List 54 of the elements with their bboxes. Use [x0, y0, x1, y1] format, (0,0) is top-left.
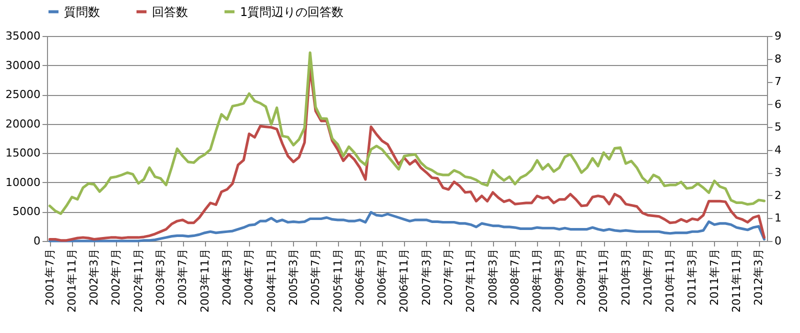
x-tick-label: 2008年7月 [508, 248, 522, 306]
x-tick-label: 2006年7月 [376, 248, 389, 306]
x-tick-label: 2008年3月 [486, 248, 500, 306]
y2-tick-label: 0 [774, 234, 782, 248]
y-tick-label: 0 [34, 234, 40, 248]
x-tick-label: 2010年3月 [619, 248, 632, 306]
legend-label: 回答数 [152, 4, 188, 19]
x-tick-label: 2010年11月 [664, 248, 677, 312]
x-tick-label: 2002年7月 [110, 248, 123, 306]
x-tick-label: 2001年7月 [43, 248, 56, 306]
y2-tick-label: 8 [774, 52, 782, 66]
x-tick-label: 2006年3月 [353, 248, 366, 306]
x-tick-label: 2003年11月 [198, 248, 212, 312]
x-tick-label: 2005年7月 [309, 248, 322, 306]
y-tick-label: 15000 [6, 146, 40, 160]
x-tick-label: 2007年7月 [442, 248, 456, 306]
x-tick-label: 2003年3月 [154, 248, 168, 306]
x-tick-label: 2007年3月 [420, 248, 433, 306]
y2-tick-label: 2 [774, 188, 782, 202]
y2-tick-label: 3 [774, 166, 782, 180]
x-tick-label: 2012年3月 [752, 248, 766, 306]
y-tick-label: 20000 [6, 117, 40, 130]
y-tick-label: 30000 [6, 58, 40, 72]
y-tick-label: 25000 [6, 88, 40, 102]
x-tick-label: 2004年3月 [220, 248, 234, 306]
x-tick-label: 2004年7月 [242, 248, 256, 306]
y2-tick-label: 4 [774, 143, 782, 156]
x-tick-label: 2011年11月 [730, 248, 744, 312]
legend-label: 質問数 [64, 4, 100, 19]
x-tick-label: 2005年3月 [286, 248, 300, 306]
y2-tick-label: 7 [774, 75, 782, 88]
x-tick-label: 2002年3月 [88, 248, 101, 306]
x-tick-label: 2006年11月 [398, 248, 411, 312]
x-tick-label: 2003年7月 [176, 248, 190, 306]
y2-tick-label: 9 [774, 30, 782, 42]
y2-tick-label: 1 [774, 212, 782, 225]
x-tick-label: 2010年7月 [641, 248, 654, 306]
x-tick-label: 2005年11月 [331, 248, 344, 312]
x-tick-label: 2007年11月 [464, 248, 478, 312]
legend-label: 1質問辺りの回答数 [240, 4, 344, 19]
x-tick-label: 2009年7月 [574, 248, 588, 306]
x-tick-label: 2009年3月 [552, 248, 566, 306]
y-tick-label: 35000 [6, 30, 40, 42]
x-tick-label: 2008年11月 [530, 248, 544, 312]
x-tick-label: 2004年11月 [264, 248, 278, 312]
x-tick-label: 2011年7月 [708, 248, 721, 306]
x-tick-label: 2002年11月 [132, 248, 145, 312]
y2-tick-label: 6 [774, 98, 782, 111]
y-tick-label: 10000 [6, 176, 40, 189]
x-tick-label: 2001年11月 [65, 248, 78, 312]
x-tick-label: 2009年11月 [597, 248, 610, 312]
y2-tick-label: 5 [774, 120, 782, 134]
y-tick-label: 5000 [12, 205, 40, 218]
x-tick-label: 2011年3月 [686, 248, 699, 306]
